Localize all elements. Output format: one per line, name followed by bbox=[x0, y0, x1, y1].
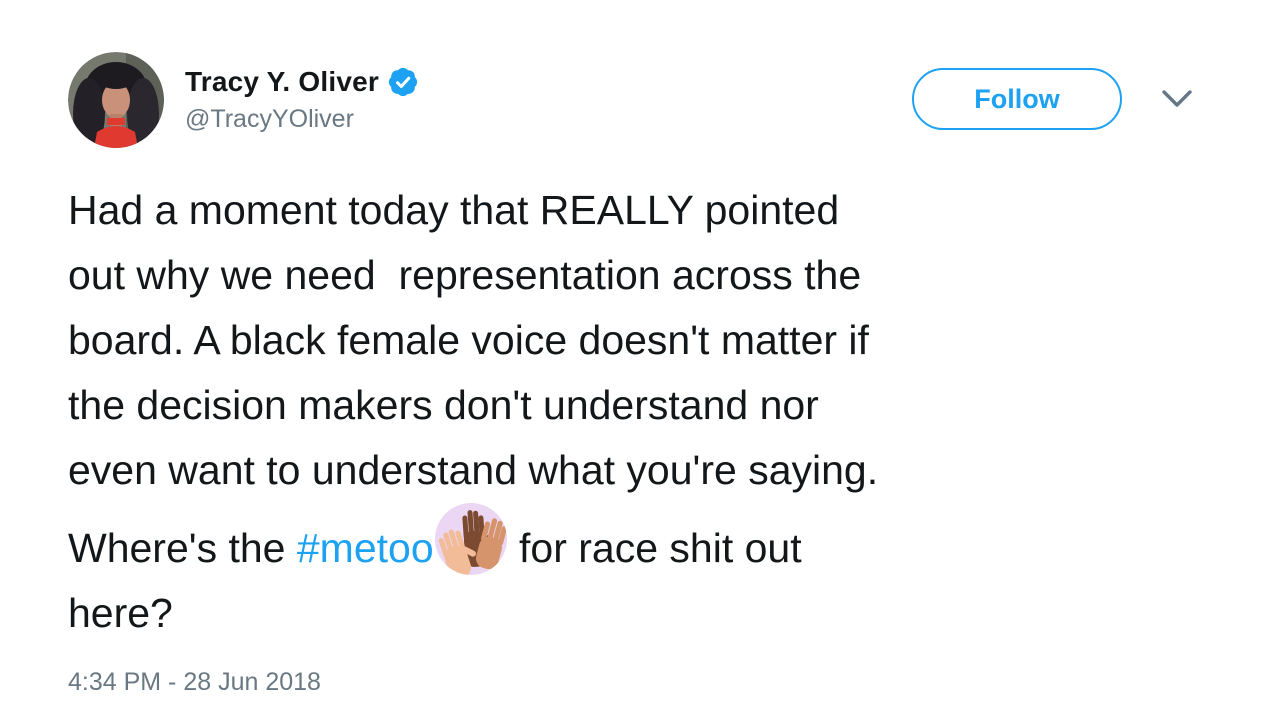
profile-photo bbox=[68, 52, 164, 148]
more-options-button[interactable] bbox=[1160, 68, 1194, 130]
timestamp[interactable]: 4:34 PM - 28 Jun 2018 bbox=[68, 668, 321, 696]
avatar[interactable] bbox=[68, 52, 164, 148]
tweet-header: Tracy Y. Oliver @TracyYOliver bbox=[68, 52, 1194, 148]
tweet-text: Had a moment today that REALLY pointed o… bbox=[68, 178, 1194, 646]
tweet-card: Tracy Y. Oliver @TracyYOliver bbox=[68, 52, 1194, 696]
display-name[interactable]: Tracy Y. Oliver bbox=[185, 66, 379, 97]
metoo-raised-hands-emoji bbox=[434, 503, 507, 575]
header-actions: Follow bbox=[912, 52, 1194, 130]
follow-button[interactable]: Follow bbox=[912, 68, 1122, 130]
verified-badge-icon bbox=[388, 67, 418, 97]
chevron-down-icon bbox=[1162, 90, 1192, 107]
tweet-text-after: for race shit out here? bbox=[68, 525, 802, 636]
hashtag-metoo[interactable]: #metoo bbox=[296, 525, 434, 571]
tweet-text-before: Had a moment today that REALLY pointed o… bbox=[68, 187, 879, 571]
identity-block: Tracy Y. Oliver @TracyYOliver bbox=[185, 52, 418, 134]
user-handle[interactable]: @TracyYOliver bbox=[185, 105, 354, 133]
